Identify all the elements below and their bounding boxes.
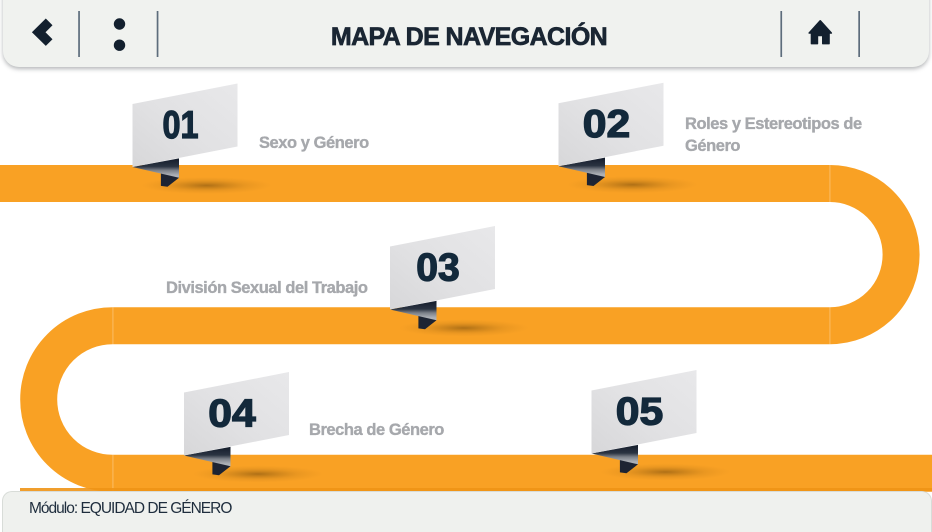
svg-text:02: 02	[583, 103, 631, 146]
svg-text:03: 03	[416, 247, 460, 290]
svg-text:01: 01	[163, 104, 199, 147]
svg-text:05: 05	[616, 391, 664, 434]
svg-text:04: 04	[208, 393, 256, 436]
